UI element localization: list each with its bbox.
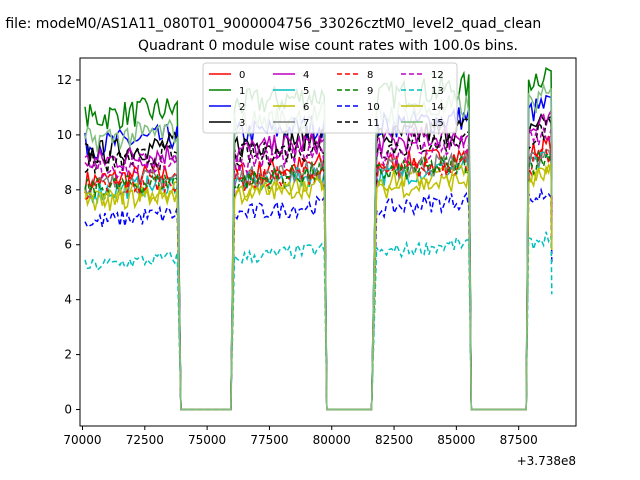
chart-title: Quadrant 0 module wise count rates with … xyxy=(138,38,518,54)
series-line-10 xyxy=(84,187,553,411)
x-tick-label: 85000 xyxy=(437,433,475,447)
x-tick-label: 70000 xyxy=(63,433,101,447)
legend-label: 8 xyxy=(367,70,373,81)
x-tick-label: 75000 xyxy=(188,433,226,447)
legend-label: 15 xyxy=(431,118,444,129)
legend-label: 14 xyxy=(431,102,444,113)
figure-suptitle: n file: modeM0/AS1A11_080T01_9000004756_… xyxy=(0,16,541,32)
y-tick-label: 8 xyxy=(64,183,72,197)
legend-label: 1 xyxy=(239,86,245,97)
legend-label: 5 xyxy=(303,86,309,97)
legend-label: 12 xyxy=(431,70,444,81)
series-line-11 xyxy=(84,115,553,411)
y-tick-label: 12 xyxy=(57,73,72,87)
x-tick-label: 87500 xyxy=(500,433,538,447)
series-line-13 xyxy=(84,231,553,411)
y-tick-label: 10 xyxy=(57,128,72,142)
series-line-9 xyxy=(84,149,553,411)
y-tick-label: 6 xyxy=(64,238,72,252)
legend-label: 11 xyxy=(367,118,380,129)
plot-frame xyxy=(79,57,577,427)
y-tick-label: 4 xyxy=(64,293,72,307)
x-offset-label: +3.738e8 xyxy=(517,454,576,468)
legend-label: 0 xyxy=(239,70,245,81)
x-tick-label: 80000 xyxy=(313,433,351,447)
legend-label: 13 xyxy=(431,86,444,97)
y-tick-label: 2 xyxy=(64,348,72,362)
x-tick-label: 72500 xyxy=(126,433,164,447)
series-line-8 xyxy=(84,147,553,411)
legend-label: 9 xyxy=(367,86,373,97)
series-line-12 xyxy=(84,126,553,411)
series-line-5 xyxy=(84,151,553,411)
legend-label: 4 xyxy=(303,70,309,81)
legend-label: 6 xyxy=(303,102,309,113)
series-line-14 xyxy=(84,162,553,411)
legend-box xyxy=(202,62,458,134)
x-tick-label: 82500 xyxy=(375,433,413,447)
legend-label: 7 xyxy=(303,118,309,129)
y-tick-label: 0 xyxy=(64,403,72,417)
x-axis: 70000 72500 75000 77500 80000 82500 85000 87500 xyxy=(63,426,538,447)
legend-label: 3 xyxy=(239,118,245,129)
legend-label: 2 xyxy=(239,102,245,113)
y-axis: 0 2 4 6 8 10 12 xyxy=(57,73,80,417)
x-tick-label: 77500 xyxy=(250,433,288,447)
legend-label: 10 xyxy=(367,102,380,113)
